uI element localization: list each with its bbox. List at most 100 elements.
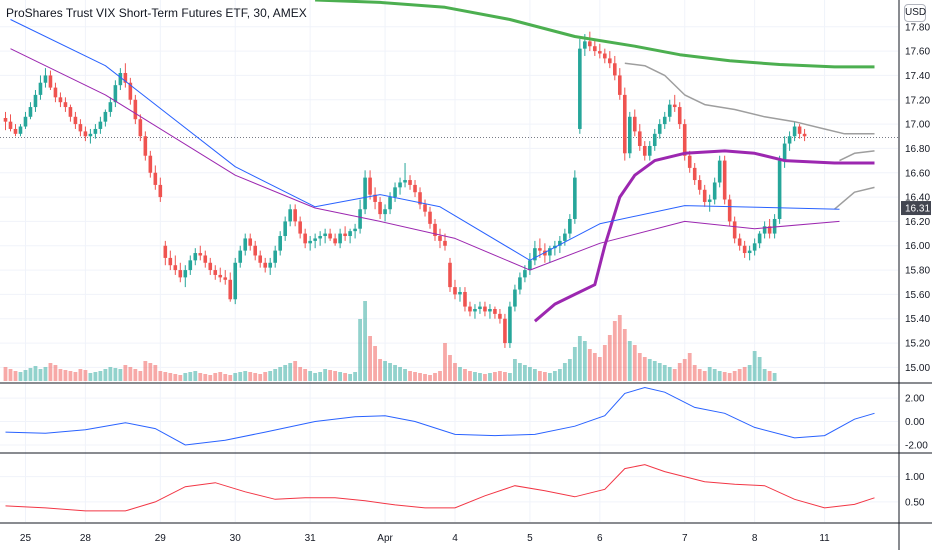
volume-bars [3, 301, 777, 381]
candle [318, 231, 322, 246]
candle-body [388, 197, 392, 210]
volume-bar [443, 343, 447, 381]
candle [358, 199, 362, 234]
volume-bar [313, 373, 318, 381]
volume-bar [742, 367, 747, 381]
candle [188, 255, 193, 275]
candle [373, 187, 377, 210]
candle [613, 55, 617, 81]
candle-body [238, 250, 243, 263]
candle [473, 304, 477, 319]
candle-body [223, 277, 228, 280]
candle [293, 204, 297, 227]
candle-body [443, 240, 447, 246]
candle [238, 245, 243, 268]
candle-body [198, 253, 203, 256]
price-tick-label: 16.40 [905, 193, 930, 204]
candle-body [273, 250, 277, 263]
volume-bar [388, 363, 392, 381]
volume-bar [617, 315, 622, 381]
candle-body [133, 99, 138, 120]
volume-bar [293, 361, 298, 381]
candle [767, 218, 772, 239]
candle-body [228, 279, 233, 300]
candle-body [243, 238, 248, 251]
price-tick-label: 17.60 [905, 47, 930, 58]
candle-body [712, 182, 717, 200]
candle-body [298, 221, 302, 234]
candle [672, 94, 677, 112]
volume-bar [602, 345, 607, 381]
candle [642, 141, 647, 161]
volume-bar [118, 369, 123, 381]
candle [742, 240, 747, 258]
volume-bar [413, 372, 417, 381]
candle-body [323, 233, 327, 237]
candle-body [528, 260, 532, 271]
volume-bar [707, 367, 712, 381]
candle [752, 238, 757, 256]
candle [782, 136, 787, 168]
volume-bar [208, 375, 213, 381]
candle [93, 124, 98, 139]
candle-body [293, 209, 297, 222]
candle-body [413, 184, 417, 193]
volume-bar [228, 375, 233, 381]
candle [528, 253, 532, 275]
candle-body [533, 248, 537, 261]
candle [23, 111, 28, 129]
candle-body [752, 243, 757, 251]
volume-bar [493, 372, 497, 381]
volume-bar [278, 367, 283, 381]
candle-body [473, 309, 477, 312]
volume-bar [358, 319, 362, 381]
volume-bar [513, 359, 517, 381]
candle-body [263, 262, 267, 268]
candle-body [423, 204, 427, 212]
candle [423, 199, 427, 217]
candle-body [513, 289, 517, 307]
candle-body [93, 128, 98, 134]
candle [403, 163, 407, 188]
candle-body [757, 233, 762, 244]
candle-body [563, 233, 567, 241]
volume-bar [537, 371, 542, 381]
candle-body [428, 211, 432, 224]
volume-bar [148, 363, 153, 381]
candle-body [762, 226, 767, 234]
candle [617, 68, 622, 100]
volume-bar [173, 374, 178, 381]
volume-bar [418, 373, 422, 381]
volume-bar [143, 361, 148, 381]
volume-bar [567, 359, 572, 381]
volume-bar [717, 371, 722, 381]
osc-line [5, 386, 875, 446]
time-axis: 25 28 29 30 31 Apr 4 5 6 7 8 11 [20, 533, 830, 544]
candle [368, 170, 372, 200]
osc-line [5, 464, 875, 512]
volume-bar [662, 365, 667, 381]
volume-bar [63, 370, 68, 381]
candle [363, 170, 367, 215]
volume-bar [453, 363, 457, 381]
volume-bar [687, 353, 692, 381]
volume-bar [398, 367, 402, 381]
candle [388, 192, 392, 215]
currency-button[interactable]: USD [904, 4, 926, 22]
candle-body [278, 236, 282, 251]
candle-body [652, 133, 657, 146]
candle [603, 48, 607, 64]
candle-body [767, 226, 772, 234]
volume-bar [13, 371, 18, 381]
candle-body [498, 313, 502, 319]
candle [198, 245, 203, 261]
candle [647, 141, 652, 161]
volume-bar [552, 371, 557, 381]
volume-bar [248, 372, 253, 381]
candle [348, 228, 352, 244]
volume-bar [343, 373, 348, 381]
candle-body [727, 199, 732, 222]
candle [727, 194, 732, 227]
candle-body [68, 107, 73, 117]
candle-body [358, 209, 362, 229]
